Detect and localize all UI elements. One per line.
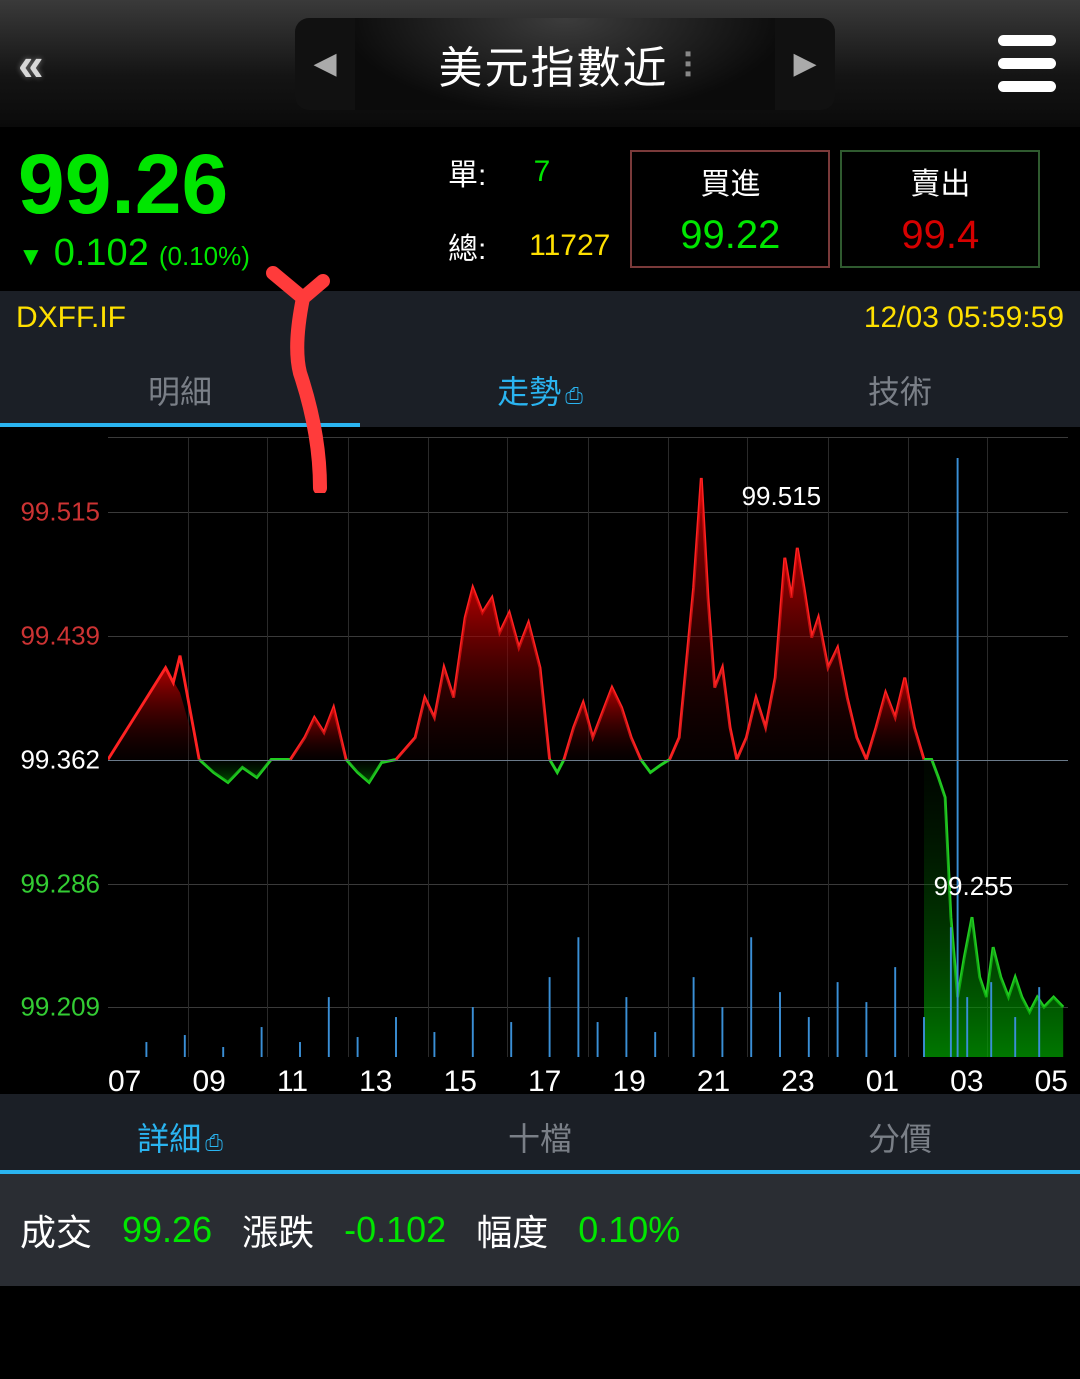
direction-down-icon: ▼ — [18, 241, 44, 272]
vertical-dots-icon[interactable]: ▪ ▪ ▪ — [684, 49, 691, 79]
price-change-group: ▼ 0.102 (0.10%) — [18, 232, 438, 275]
expand-icon[interactable]: ⎙ — [565, 383, 583, 408]
expand-icon[interactable]: ⎙ — [205, 1130, 223, 1155]
symbol-row: DXFF.IF 12/03 05:59:59 — [0, 291, 1080, 345]
fd-label: 幅度 — [476, 1204, 548, 1256]
baseline — [108, 760, 1068, 761]
buy-value: 99.22 — [680, 213, 780, 258]
menu-button[interactable] — [992, 35, 1062, 92]
cj-label: 成交 — [20, 1204, 92, 1256]
subtabs-group: 明細 走勢 ⎙ 技術 — [0, 345, 1080, 427]
price-panel: 99.26 ▼ 0.102 (0.10%) 單: 7 總: 11727 買進 9… — [0, 128, 1080, 291]
price-main-group: 99.26 ▼ 0.102 (0.10%) — [18, 142, 438, 275]
volume-bars — [108, 438, 1068, 1057]
y-axis-label-4: 99.286 — [4, 868, 100, 899]
peak-label-high: 99.515 — [742, 481, 822, 512]
price-change-value: 0.102 — [54, 232, 149, 275]
y-axis-label-2: 99.439 — [4, 621, 100, 652]
order-info-group: 單: 7 總: 11727 — [448, 150, 610, 268]
tab-detail[interactable]: 明細 — [0, 345, 360, 427]
collapse-button[interactable]: « — [18, 37, 138, 91]
symbol-code: DXFF.IF — [16, 301, 126, 335]
dan-label: 單: — [448, 150, 486, 194]
symbol-time: 12/03 05:59:59 — [864, 301, 1064, 335]
y-axis-label-1: 99.515 — [4, 497, 100, 528]
next-symbol-button[interactable]: ▶ — [775, 18, 835, 110]
last-price: 99.26 — [18, 142, 438, 226]
buy-label: 買進 — [700, 159, 760, 203]
zd-label: 漲跌 — [242, 1204, 314, 1256]
app-root: « ◀ 美元指數近 ▪ ▪ ▪ ▶ 99.26 ▼ 0.102 (0.10%) — [0, 0, 1080, 1286]
dan-value: 7 — [500, 155, 550, 189]
cj-value: 99.26 — [122, 1209, 212, 1251]
tab-details[interactable]: 詳細 ⎙ — [0, 1094, 360, 1174]
prev-symbol-button[interactable]: ◀ — [295, 18, 355, 110]
x-axis-labels: 07 09 11 13 15 17 19 21 23 01 03 05 — [108, 1057, 1068, 1099]
title-nav-group: ◀ 美元指數近 ▪ ▪ ▪ ▶ — [138, 18, 992, 110]
chart-inner: 99.515 99.439 99.362 99.286 99.209 — [108, 437, 1068, 1057]
sell-label: 賣出 — [910, 159, 970, 203]
header-bar: « ◀ 美元指數近 ▪ ▪ ▪ ▶ — [0, 0, 1080, 128]
peak-label-low: 99.255 — [934, 871, 1014, 902]
fd-value: 0.10% — [578, 1209, 680, 1251]
sell-value: 99.4 — [901, 213, 979, 258]
summary-bar: 成交 99.26 漲跌 -0.102 幅度 0.10% — [0, 1174, 1080, 1286]
bottomtabs-underline — [0, 1170, 1080, 1174]
tab-trend[interactable]: 走勢 ⎙ — [360, 345, 720, 427]
price-chart: 99.515 99.439 99.362 99.286 99.209 — [0, 427, 1080, 1092]
zong-label: 總: — [448, 224, 486, 268]
zong-value: 11727 — [500, 229, 610, 263]
sell-button[interactable]: 賣出 99.4 — [840, 150, 1040, 268]
bottomtabs-group: 詳細 ⎙ 十檔 分價 — [0, 1094, 1080, 1174]
tab-orderbook[interactable]: 十檔 — [360, 1094, 720, 1174]
zd-value: -0.102 — [344, 1209, 446, 1251]
symbol-title: 美元指數近 — [438, 32, 668, 96]
price-change-pct: (0.10%) — [159, 241, 250, 272]
title-pill: 美元指數近 ▪ ▪ ▪ — [355, 18, 775, 110]
buy-button[interactable]: 買進 99.22 — [630, 150, 830, 268]
tab-tickprice[interactable]: 分價 — [720, 1094, 1080, 1174]
y-axis-label-3: 99.362 — [4, 744, 100, 775]
tab-technical[interactable]: 技術 — [720, 345, 1080, 427]
y-axis-label-5: 99.209 — [4, 992, 100, 1023]
